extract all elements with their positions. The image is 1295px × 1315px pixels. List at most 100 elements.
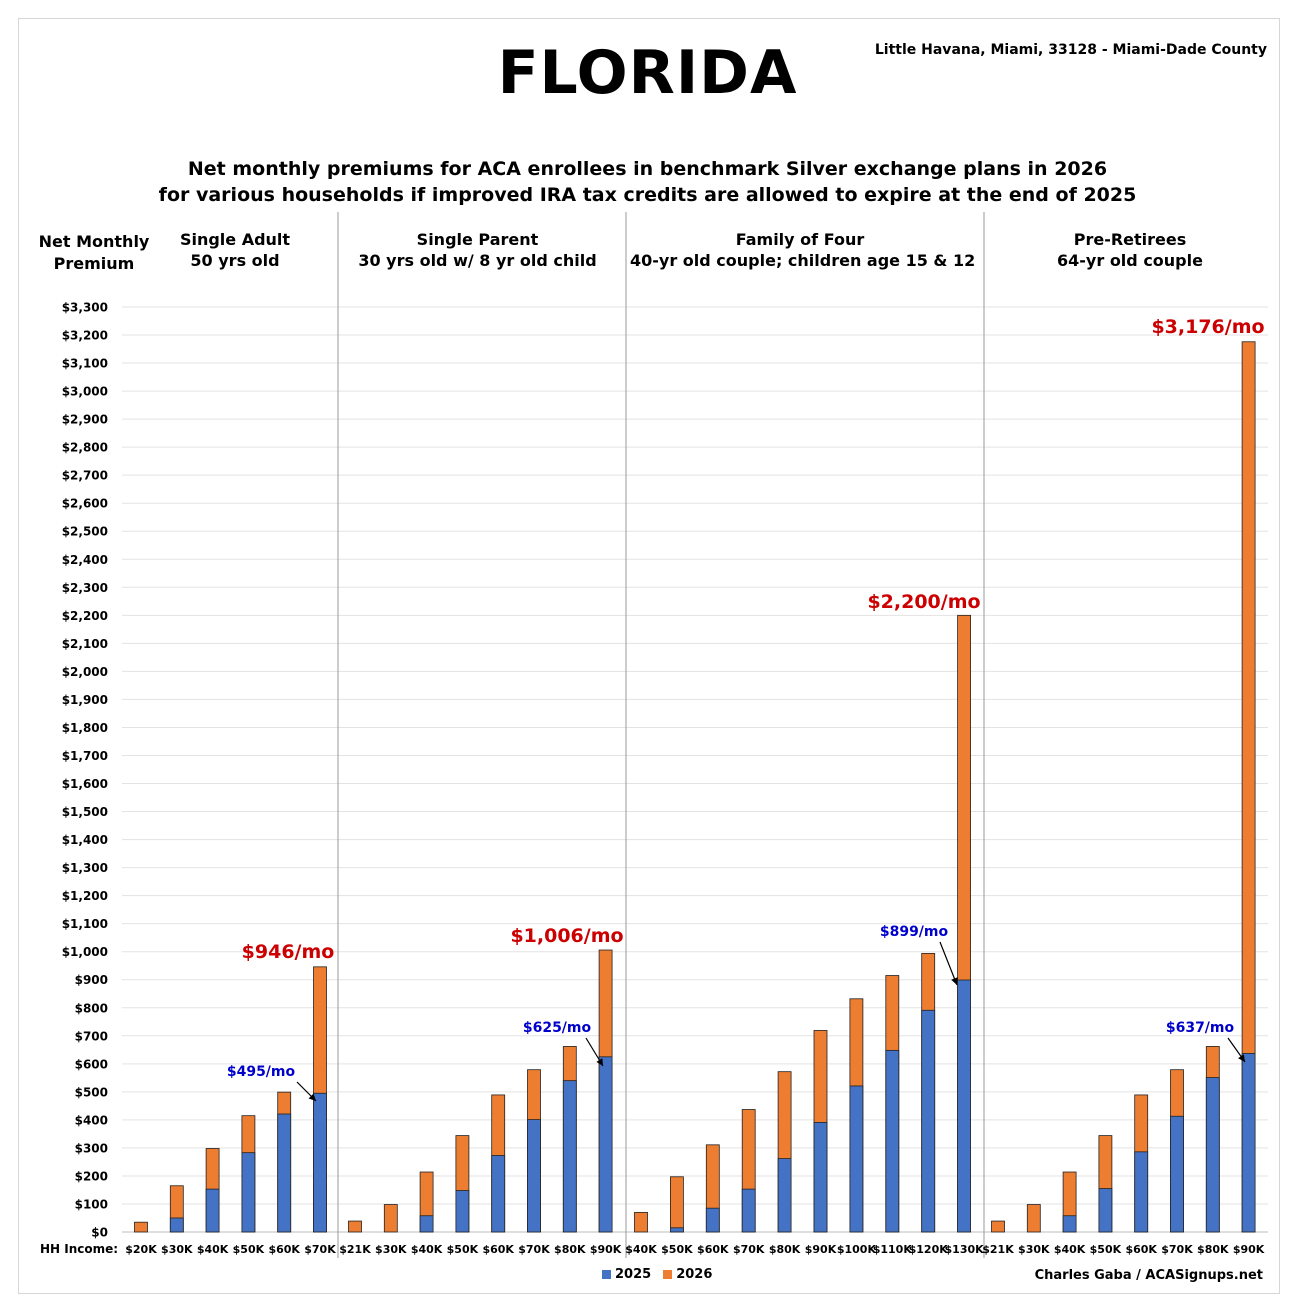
x-tick-label: $60K: [482, 1243, 514, 1256]
y-tick-label: $1,800: [62, 721, 108, 735]
x-tick-label: $50K: [1090, 1243, 1122, 1256]
x-tick-label: $40K: [625, 1243, 657, 1256]
y-tick-label: $3,200: [62, 329, 108, 343]
bar-2025: [598, 1056, 613, 1233]
y-tick-label: $1,600: [62, 777, 108, 791]
bar-2025: [885, 1049, 900, 1233]
subtitle-line-1: Net monthly premiums for ACA enrollees i…: [187, 158, 1108, 180]
panel-subtitle: 40-yr old couple; children age 15 & 12: [630, 251, 976, 270]
x-tick-label: $50K: [447, 1243, 479, 1256]
y-tick-label: $200: [75, 1169, 108, 1183]
y-tick-label: $1,500: [62, 805, 108, 819]
callout-arrow: [939, 941, 958, 986]
bar-2026: [1026, 1204, 1041, 1233]
callout-2026-label: $1,006/mo: [510, 925, 623, 947]
panel-title: Family of Four: [735, 230, 865, 249]
x-tick-label: $40K: [1054, 1243, 1086, 1256]
bar-2026: [991, 1220, 1005, 1233]
x-tick-label: $60K: [1125, 1243, 1157, 1256]
x-tick-label: $40K: [411, 1243, 443, 1256]
y-tick-label: $900: [75, 973, 108, 987]
y-tick-label: $2,400: [62, 553, 108, 567]
x-tick-label: $21K: [339, 1243, 371, 1256]
location-label: Little Havana, Miami, 33128 - Miami-Dade…: [874, 42, 1267, 58]
legend-item-2026: 2026: [663, 1267, 712, 1282]
y-tick-label: $2,300: [62, 581, 108, 595]
panel-header-single-adult: Single Adult 50 yrs old: [150, 229, 320, 271]
callout-arrowhead: [596, 1058, 603, 1066]
bar-2025: [419, 1215, 434, 1233]
bar-2025: [277, 1113, 292, 1233]
y-tick-label: $0: [91, 1226, 108, 1240]
x-tick-label: $60K: [268, 1243, 300, 1256]
bar-2025: [1098, 1188, 1113, 1233]
y-tick-label: $2,700: [62, 469, 108, 483]
legend-item-2025: 2025: [602, 1267, 651, 1282]
x-tick-label: $30K: [1018, 1243, 1050, 1256]
callout-arrowhead: [308, 1093, 316, 1101]
y-tick-label: $600: [75, 1057, 108, 1071]
x-tick-label: $90K: [805, 1243, 837, 1256]
chart-legend: 2025 2026: [602, 1267, 712, 1282]
bar-2025: [921, 1009, 936, 1233]
x-tick-label: $80K: [769, 1243, 801, 1256]
y-tick-label: $2,000: [62, 665, 108, 679]
panel-title: Pre-Retirees: [1073, 230, 1187, 249]
bar-2025: [313, 1092, 327, 1233]
x-tick-label: $110K: [873, 1243, 913, 1256]
chart-frame: [18, 18, 1280, 1294]
y-tick-label: $2,900: [62, 413, 108, 427]
x-tick-label: $70K: [304, 1243, 336, 1256]
bar-2026: [383, 1204, 398, 1233]
bar-2025: [241, 1152, 256, 1233]
bar-2025: [813, 1122, 828, 1233]
bar-2025: [1134, 1151, 1149, 1233]
x-tick-label: $90K: [1233, 1243, 1265, 1256]
bar-2025: [205, 1188, 220, 1233]
bar-2025: [741, 1188, 756, 1233]
y-tick-label: $1,900: [62, 693, 108, 707]
panel-header-pre-retirees: Pre-Retirees 64-yr old couple: [1000, 229, 1260, 271]
bar-2025: [1241, 1053, 1256, 1233]
bar-2026: [670, 1176, 684, 1233]
bar-2025: [705, 1207, 720, 1233]
bar-2025: [1062, 1215, 1077, 1233]
bar-2025: [957, 979, 971, 1233]
bar-2026: [348, 1220, 362, 1233]
x-tick-label: $70K: [1161, 1243, 1193, 1256]
legend-swatch-2026: [663, 1270, 673, 1279]
y-tick-label: $1,000: [62, 945, 108, 959]
callout-arrowhead: [951, 977, 958, 985]
callout-2025-label: $637/mo: [1166, 1020, 1235, 1036]
x-tick-label: $130K: [945, 1243, 985, 1256]
x-tick-label: $40K: [197, 1243, 229, 1256]
bar-2025: [527, 1119, 541, 1233]
bar-2025: [169, 1217, 184, 1233]
y-tick-label: $800: [75, 1001, 108, 1015]
state-title: FLORIDA: [497, 38, 798, 108]
y-axis-title-line-2: Premium: [53, 254, 135, 273]
subtitle-line-2: for various households if improved IRA t…: [158, 184, 1137, 206]
bar-2025: [849, 1085, 864, 1233]
panel-subtitle: 50 yrs old: [190, 251, 280, 270]
y-tick-label: $700: [75, 1029, 108, 1043]
y-axis-title-line-1: Net Monthly: [38, 232, 150, 251]
y-axis-title: Net Monthly Premium: [30, 231, 158, 275]
y-tick-label: $400: [75, 1113, 108, 1127]
y-tick-label: $2,200: [62, 609, 108, 623]
y-tick-label: $300: [75, 1141, 108, 1155]
x-tick-label: $70K: [733, 1243, 765, 1256]
panel-header-single-parent: Single Parent 30 yrs old w/ 8 yr old chi…: [340, 229, 615, 271]
x-tick-label: $30K: [161, 1243, 193, 1256]
x-tick-label: $20K: [125, 1243, 157, 1256]
bar-2026: [134, 1221, 148, 1233]
panel-title: Single Adult: [179, 230, 291, 249]
legend-swatch-2025: [602, 1270, 611, 1279]
callout-2026-label: $946/mo: [242, 941, 335, 963]
callout-2026-label: $2,200/mo: [867, 591, 980, 613]
callout-2025-label: $899/mo: [880, 924, 949, 940]
chart-subtitle: Net monthly premiums for ACA enrollees i…: [0, 156, 1295, 208]
y-tick-label: $1,300: [62, 861, 108, 875]
bar-2026: [634, 1211, 648, 1233]
